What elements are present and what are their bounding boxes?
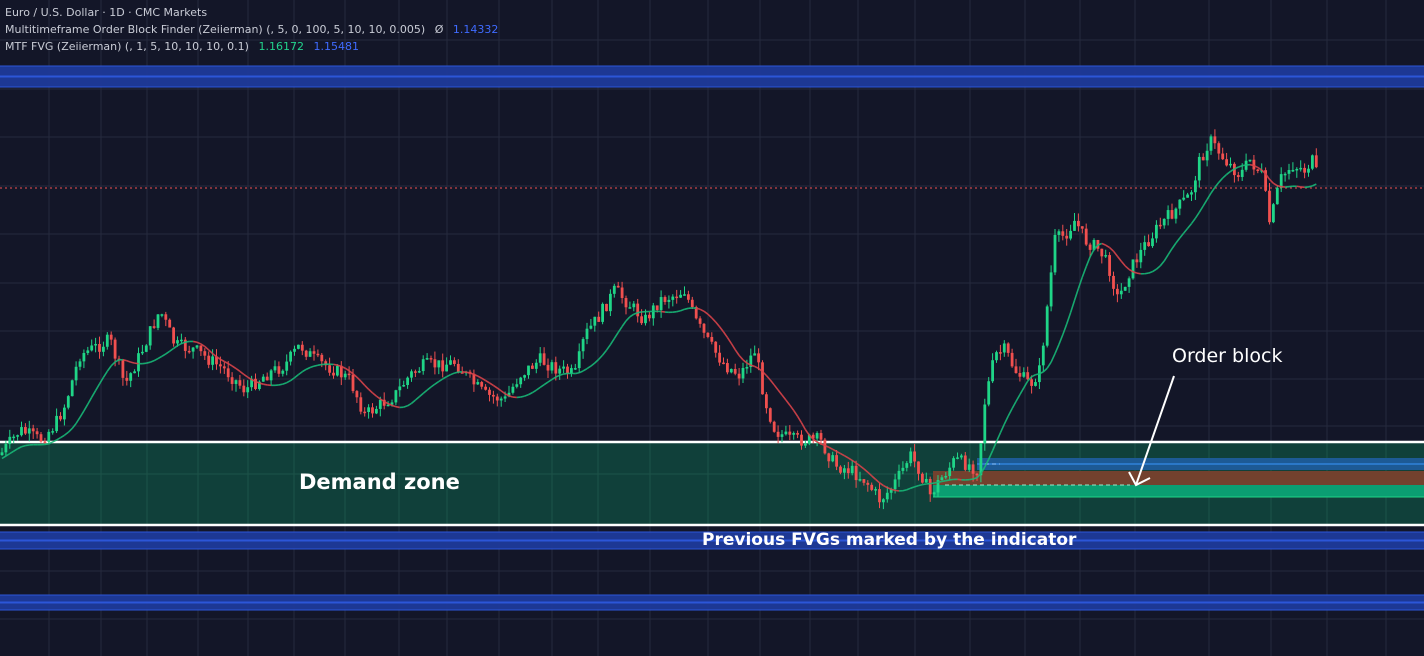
order-block-brown [933, 471, 1424, 485]
indicator-value-down: 1.15481 [313, 40, 359, 53]
indicator-order-block-finder[interactable]: Multitimeframe Order Block Finder (Zeiie… [5, 21, 498, 38]
na-symbol-icon: Ø [434, 23, 444, 36]
previous-fvgs-label: Previous FVGs marked by the indicator [702, 530, 1077, 550]
order-block-label: Order block [1172, 345, 1283, 367]
order-block-green [933, 485, 1424, 497]
symbol-title[interactable]: Euro / U.S. Dollar · 1D · CMC Markets [5, 6, 208, 19]
indicator-value-up: 1.16172 [258, 40, 304, 53]
demand-zone-label: Demand zone [299, 470, 460, 494]
arrow-head-icon [1128, 471, 1151, 487]
order-block-arrow-icon [1135, 375, 1175, 486]
indicator-name: Multitimeframe Order Block Finder (Zeiie… [5, 23, 426, 36]
indicator-value: 1.14332 [452, 23, 499, 36]
indicator-name: MTF FVG (Zeiierman) (, 1, 5, 10, 10, 10,… [5, 40, 249, 53]
chart-legend: Euro / U.S. Dollar · 1D · CMC Markets Mu… [5, 4, 498, 55]
indicator-mtf-fvg[interactable]: MTF FVG (Zeiierman) (, 1, 5, 10, 10, 10,… [5, 38, 498, 55]
